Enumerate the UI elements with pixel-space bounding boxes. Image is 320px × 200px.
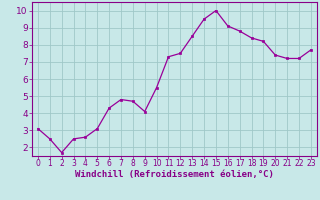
X-axis label: Windchill (Refroidissement éolien,°C): Windchill (Refroidissement éolien,°C) <box>75 170 274 179</box>
